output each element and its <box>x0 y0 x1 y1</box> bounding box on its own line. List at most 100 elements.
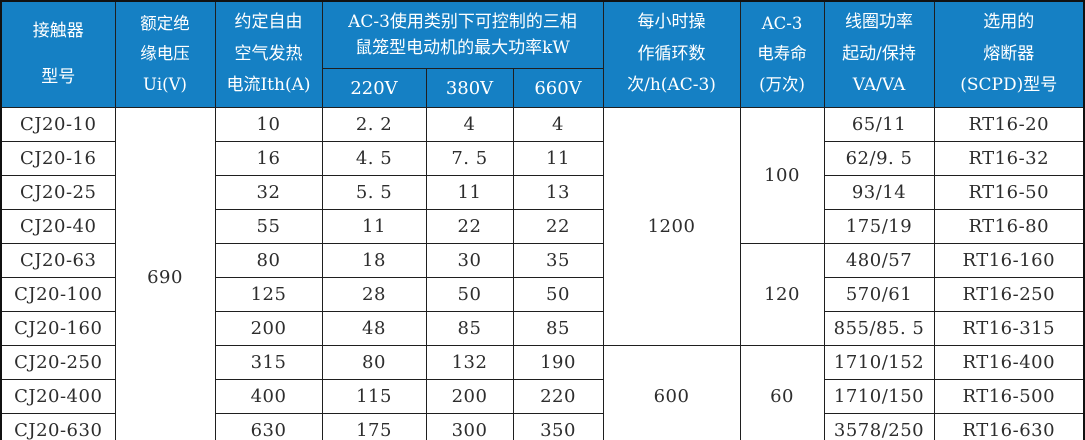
table-cell: 200 <box>214 311 323 346</box>
table-cell: 400 <box>214 379 323 414</box>
table-cell: 690 <box>114 107 216 440</box>
table-cell: 120 <box>739 243 825 346</box>
table-cell: CJ20-400 <box>0 379 116 414</box>
header-insulation-voltage: 额定绝 缘电压 Ui(V) <box>114 0 216 108</box>
table-cell: CJ20-10 <box>0 107 116 142</box>
header-fuse-type: 选用的 熔断器 (SCPD)型号 <box>933 0 1085 108</box>
table-row: CJ20-40 55 11 22 22 175/19 RT16-80 <box>0 209 1085 244</box>
table-cell: 4 <box>512 107 604 142</box>
table-cell: CJ20-25 <box>0 175 116 210</box>
table-cell: CJ20-630 <box>0 413 116 440</box>
table-row: CJ20-63 80 18 30 35 120 480/57 RT16-160 <box>0 243 1085 346</box>
table-cell: 80 <box>214 243 323 278</box>
table-cell: 175/19 <box>823 209 935 244</box>
table-cell: 315 <box>214 345 323 380</box>
table-cell: 7. 5 <box>425 141 514 176</box>
table-cell: 48 <box>321 311 427 346</box>
header-electrical-life: AC-3 电寿命 (万次) <box>739 0 825 108</box>
table-row: CJ20-250 315 80 132 190 600 60 1710/152 RT16-400 <box>0 345 1085 440</box>
table-cell: CJ20-100 <box>0 277 116 312</box>
table-cell: CJ20-160 <box>0 311 116 346</box>
table-cell: RT16-50 <box>933 175 1085 210</box>
table-cell: 5. 5 <box>321 175 427 210</box>
table-cell: CJ20-16 <box>0 141 116 176</box>
table-cell: RT16-315 <box>933 311 1085 346</box>
table-cell: RT16-500 <box>933 379 1085 414</box>
table-cell: 30 <box>425 243 514 278</box>
table-row: CJ20-25 32 5. 5 11 13 93/14 RT16-50 <box>0 175 1085 210</box>
table-cell: 190 <box>512 345 604 380</box>
header-row-main: 接触器 型号 额定绝 缘电压 Ui(V) 约定自由 空气发热 电流Ith(A) … <box>0 0 1085 108</box>
table-cell: 55 <box>214 209 323 244</box>
table-row: CJ20-160 200 48 85 85 855/85. 5 RT16-315 <box>0 311 1085 346</box>
table-row: CJ20-630 630 175 300 350 3578/250 RT16-630 <box>0 413 1085 440</box>
table-cell: 4. 5 <box>321 141 427 176</box>
table-cell: 50 <box>512 277 604 312</box>
table-cell: 62/9. 5 <box>823 141 935 176</box>
table-cell: 32 <box>214 175 323 210</box>
header-660v: 660V <box>512 68 604 108</box>
table-cell: 115 <box>321 379 427 414</box>
table-cell: 22 <box>512 209 604 244</box>
header-cycles-per-hour: 每小时操 作循环数 次/h(AC-3) <box>602 0 741 108</box>
header-coil-power: 线圈功率 起动/保持 VA/VA <box>823 0 935 108</box>
table-cell: 4 <box>425 107 514 142</box>
table-cell: RT16-20 <box>933 107 1085 142</box>
table-cell: 630 <box>214 413 323 440</box>
table-cell: 132 <box>425 345 514 380</box>
table-cell: 35 <box>512 243 604 278</box>
table-cell: RT16-160 <box>933 243 1085 278</box>
table-cell: 93/14 <box>823 175 935 210</box>
table-header: 接触器 型号 额定绝 缘电压 Ui(V) 约定自由 空气发热 电流Ith(A) … <box>0 0 1085 108</box>
table-cell: 11 <box>321 209 427 244</box>
table-cell: 65/11 <box>823 107 935 142</box>
table-cell: RT16-250 <box>933 277 1085 312</box>
table-cell: 855/85. 5 <box>823 311 935 346</box>
table-row: CJ20-16 16 4. 5 7. 5 11 62/9. 5 RT16-32 <box>0 141 1085 176</box>
table-row: CJ20-100 125 28 50 50 570/61 RT16-250 <box>0 277 1085 312</box>
table-cell: 570/61 <box>823 277 935 312</box>
table-cell: 10 <box>214 107 323 142</box>
table-cell: RT16-400 <box>933 345 1085 380</box>
table-cell: 175 <box>321 413 427 440</box>
table-cell: 16 <box>214 141 323 176</box>
table-cell: 300 <box>425 413 514 440</box>
table-cell: 11 <box>512 141 604 176</box>
table-cell: 100 <box>739 107 825 244</box>
table-cell: 60 <box>739 345 825 440</box>
table-cell: 50 <box>425 277 514 312</box>
table-cell: 1710/152 <box>823 345 935 380</box>
table-cell: 600 <box>602 345 741 440</box>
table-cell: 18 <box>321 243 427 278</box>
table-cell: 85 <box>425 311 514 346</box>
table-cell: 22 <box>425 209 514 244</box>
table-cell: 125 <box>214 277 323 312</box>
header-thermal-current: 约定自由 空气发热 电流Ith(A) <box>214 0 323 108</box>
spec-table-body: CJ20-10 690 10 2. 2 4 4 1200 100 65/11 RT16-20 CJ2… <box>0 107 1085 440</box>
table-cell: CJ20-40 <box>0 209 116 244</box>
header-220v: 220V <box>321 68 427 108</box>
table-cell: 80 <box>321 345 427 380</box>
table-cell: 1710/150 <box>823 379 935 414</box>
table-row: CJ20-10 690 10 2. 2 4 4 1200 100 65/11 RT16-20 <box>0 107 1085 440</box>
table-cell: 350 <box>512 413 604 440</box>
header-380v: 380V <box>425 68 514 108</box>
table-cell: 200 <box>425 379 514 414</box>
table-cell: CJ20-250 <box>0 345 116 380</box>
table-cell: RT16-32 <box>933 141 1085 176</box>
table-cell: 13 <box>512 175 604 210</box>
table-cell: RT16-80 <box>933 209 1085 244</box>
header-ac3-max-power: AC-3使用类别下可控制的三相 鼠笼型电动机的最大功率kW <box>321 0 604 69</box>
header-contactor-model: 接触器 型号 <box>0 0 116 108</box>
table-cell: CJ20-63 <box>0 243 116 278</box>
table-cell: 1200 <box>602 107 741 346</box>
table-cell: 2. 2 <box>321 107 427 142</box>
table-cell: 28 <box>321 277 427 312</box>
table-cell: 85 <box>512 311 604 346</box>
table-cell: 220 <box>512 379 604 414</box>
header-row-sub: 220V 380V 660V <box>1 68 1084 108</box>
table-cell: 3578/250 <box>823 413 935 440</box>
table-cell: 11 <box>425 175 514 210</box>
table-cell: RT16-630 <box>933 413 1085 440</box>
